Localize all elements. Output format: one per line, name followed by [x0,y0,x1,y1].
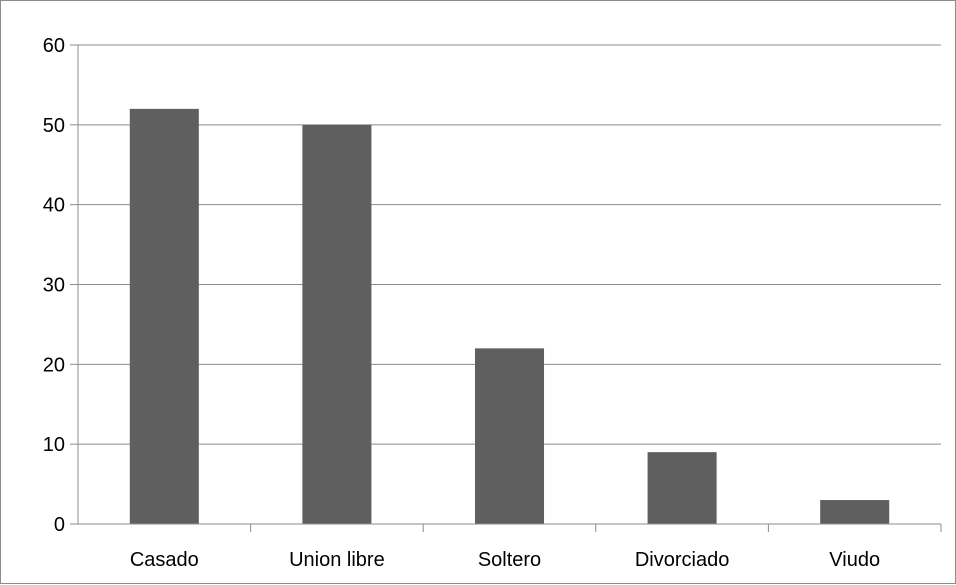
bar-divorciado [647,452,717,524]
y-tick-label: 60 [43,35,65,57]
y-tick-label: 20 [43,354,65,376]
bar-soltero [474,348,545,524]
y-tick-label: 30 [43,275,65,297]
bars [129,108,890,524]
gridlines [78,44,941,445]
y-tick-label: 50 [43,115,65,137]
y-tick-labels: 0 10 20 30 40 50 60 [43,35,65,536]
y-tick-label: 10 [43,434,65,456]
x-tick-label: Casado [130,549,199,571]
bar-casado [129,108,199,524]
x-tick-label: Union libre [289,549,385,571]
x-tick-label: Divorciado [635,549,729,571]
axes [70,44,942,532]
x-tick-label: Soltero [478,549,541,571]
y-tick-label: 0 [54,514,65,536]
x-tick-labels: Casado Union libre Soltero Divorciado Viudo [130,549,880,571]
x-tick-label: Viudo [829,549,880,571]
y-tick-label: 40 [43,195,65,217]
bar-viudo [820,500,890,524]
bar-union-libre [302,124,372,524]
